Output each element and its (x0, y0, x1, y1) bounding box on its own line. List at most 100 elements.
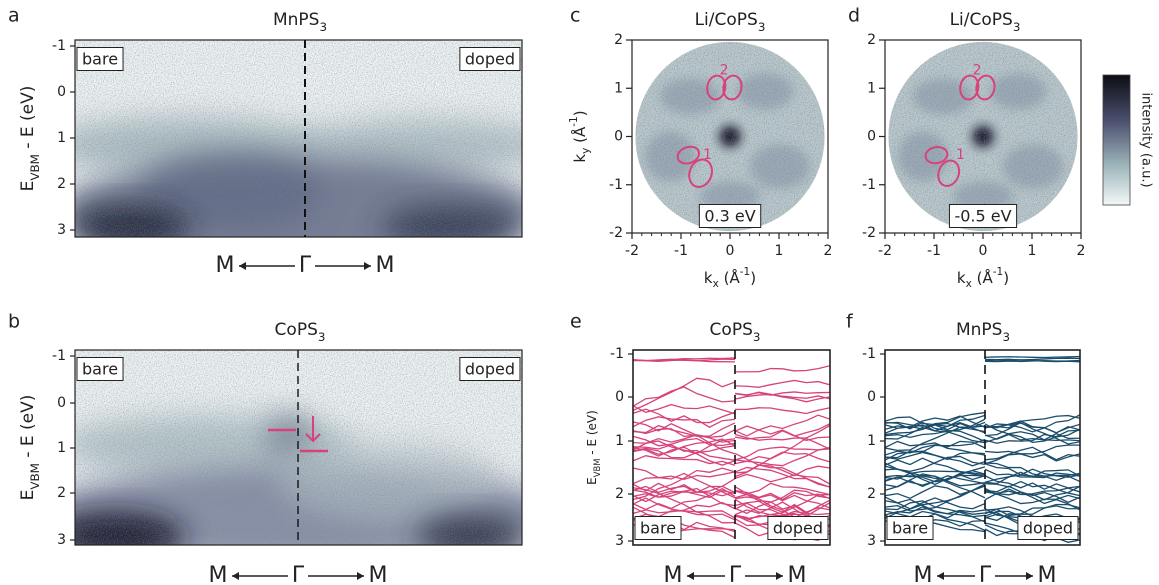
marker-ring (924, 146, 949, 165)
tag-box (948, 204, 1018, 228)
panel-letter: e (570, 311, 582, 333)
band (984, 355, 1080, 359)
band (734, 466, 830, 488)
band (734, 423, 830, 440)
y-tick-label: 3 (57, 222, 66, 238)
band (885, 473, 986, 499)
y-axis-label-part: E (585, 477, 599, 485)
panel-title: CoPS3 (275, 320, 326, 344)
x-tick-label: 2 (824, 243, 833, 259)
colorbar-label: intensity (a.u.) (1139, 92, 1154, 187)
y-axis-label-part: - E (eV) (585, 410, 599, 458)
band (633, 428, 736, 443)
y-tick-label: 0 (867, 389, 876, 405)
band (984, 485, 1080, 504)
x-tick-label: -2 (878, 243, 892, 259)
band (984, 487, 1080, 496)
panel-title-part: 3 (753, 330, 761, 344)
tag-label: doped (465, 360, 515, 379)
x-tick-label: 0 (979, 243, 988, 259)
y-tick-label: 0 (615, 389, 624, 405)
band (984, 474, 1080, 483)
band (984, 414, 1080, 433)
band (734, 365, 830, 373)
x-tick-label: 0 (726, 243, 735, 259)
marker-ring (722, 74, 743, 101)
band (633, 487, 736, 519)
band (633, 445, 736, 459)
band (734, 391, 830, 396)
x-axis-label-part: -1 (740, 266, 750, 278)
frame (632, 349, 831, 546)
y-axis-label-part: (Å (570, 126, 589, 148)
band (633, 408, 736, 424)
y-axis-label-part: VBM (28, 463, 42, 490)
x-tick-label: 1 (1028, 243, 1037, 259)
x-axis-label-part: x (966, 278, 972, 290)
panel-letter: f (846, 311, 854, 333)
band (984, 359, 1080, 363)
y-axis-label-part: E (18, 181, 38, 192)
panel-letter: d (848, 5, 860, 27)
y-axis-label: EVBM - E (eV) (18, 395, 42, 501)
band (984, 431, 1080, 443)
tag-box (634, 516, 682, 540)
marker-label: 1 (956, 147, 965, 163)
band (885, 474, 986, 486)
band (984, 462, 1080, 477)
panel-letter: b (8, 311, 20, 333)
arrow-head (687, 572, 694, 580)
y-axis-label-part: y (580, 148, 592, 154)
tag-box (459, 357, 521, 381)
y-axis-label: EVBM - E (eV) (18, 86, 42, 192)
arrow-head (937, 572, 944, 580)
x-label: M (369, 563, 388, 585)
band (885, 457, 986, 477)
band (633, 467, 736, 501)
kmap-image (888, 41, 1078, 232)
band (633, 472, 736, 499)
band (885, 455, 986, 473)
arpes-image (75, 40, 522, 237)
y-tick-label: 1 (614, 80, 623, 96)
band (633, 440, 736, 466)
band (633, 416, 736, 428)
x-axis-label-part: -1 (993, 266, 1003, 278)
band (734, 482, 830, 496)
shift-arrow (305, 416, 321, 443)
panel-title: MnPS3 (956, 320, 1010, 344)
panel-title-part: MnPS (273, 10, 319, 30)
band (734, 493, 830, 509)
y-tick-label: -1 (52, 348, 66, 364)
panel-title: Li/CoPS3 (695, 10, 766, 34)
x-label: M (209, 563, 228, 585)
grain (888, 41, 1078, 232)
band (885, 422, 986, 432)
tag-box (886, 516, 934, 540)
grain (635, 41, 825, 232)
y-axis-label-part: - E (eV) (18, 86, 38, 154)
x-axis-label-part: k (704, 269, 713, 287)
band (633, 501, 736, 515)
tag-label: doped (773, 519, 823, 538)
y-tick-label: -1 (610, 346, 624, 362)
band (885, 421, 986, 443)
panel-letter: c (570, 5, 580, 27)
y-tick-label: 1 (867, 80, 876, 96)
x-label: M (216, 253, 235, 278)
y-tick-label: 2 (614, 32, 623, 48)
panel-title-part: 3 (1002, 330, 1010, 344)
band (734, 493, 830, 520)
tag-box (76, 47, 124, 71)
x-tick-label: 1 (775, 243, 784, 259)
y-axis-label-part: ) (571, 110, 589, 116)
band (734, 379, 830, 388)
band (885, 483, 986, 500)
marker-ring (676, 145, 701, 165)
y-axis-label-part: VBM (28, 154, 42, 181)
y-tick-label: 2 (867, 32, 876, 48)
y-tick-label: 0 (57, 84, 66, 100)
y-axis-label-part: VBM (592, 459, 602, 478)
tag-label: 0.3 eV (704, 207, 755, 226)
panel-title-part: CoPS (275, 320, 318, 340)
